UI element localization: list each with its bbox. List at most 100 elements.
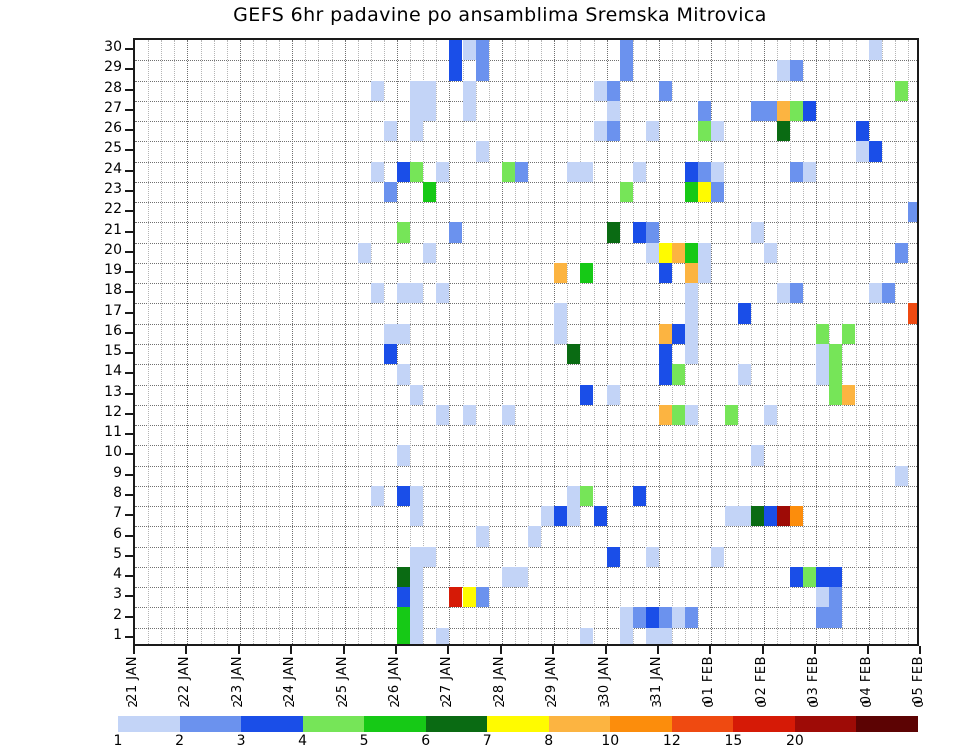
gridline-horizontal <box>135 506 917 508</box>
x-tick-label: 01 FEB <box>701 656 717 705</box>
y-axis: 30 29 28 27 26 25 24 23 22 21 20 19 18 17 16 15 14 13 12 11… <box>0 0 133 742</box>
y-tick-mark <box>125 635 133 638</box>
gridline-vertical <box>357 40 359 644</box>
heatmap-cell <box>672 242 686 263</box>
heatmap-cell <box>475 141 489 162</box>
heatmap-cell <box>868 283 882 304</box>
heatmap-cell <box>855 121 869 142</box>
x-tick-label: 28 JAN <box>491 656 507 702</box>
colorbar-upper-tick-label: 2 <box>440 700 455 708</box>
gridline-vertical <box>475 40 477 644</box>
heatmap-cell <box>397 364 411 385</box>
heatmap-cell <box>816 607 830 628</box>
heatmap-cell <box>737 364 751 385</box>
y-tick-label: 10 <box>104 444 122 461</box>
gridline-vertical <box>436 40 438 644</box>
heatmap-cell <box>370 80 384 101</box>
y-tick-mark <box>125 433 133 436</box>
colorbar-tick-label: 5 <box>359 733 369 749</box>
heatmap-cell <box>829 384 843 405</box>
gridline-vertical <box>698 40 700 644</box>
heatmap-cell <box>659 607 673 628</box>
gridline-vertical <box>279 40 281 644</box>
heatmap-cell <box>449 222 463 243</box>
heatmap-cell <box>894 80 908 101</box>
gridline-horizontal <box>135 364 917 366</box>
y-tick-mark <box>125 311 133 314</box>
heatmap-cell <box>724 404 738 426</box>
heatmap-cell <box>645 627 659 644</box>
y-tick-label: 11 <box>104 424 122 441</box>
gridline-vertical <box>868 40 870 644</box>
heatmap-cell <box>659 627 673 644</box>
heatmap-cell <box>842 323 856 344</box>
gridline-vertical <box>881 40 883 644</box>
heatmap-cell <box>462 40 476 61</box>
heatmap-cell <box>750 445 764 466</box>
y-tick-mark <box>125 48 133 51</box>
y-tick-label: 23 <box>104 181 122 197</box>
heatmap-cell <box>410 485 424 507</box>
heatmap-cell <box>514 566 528 588</box>
heatmap-cell <box>659 80 673 101</box>
heatmap-cell <box>685 262 699 284</box>
gridline-horizontal <box>135 60 917 62</box>
gridline-vertical <box>541 40 543 644</box>
colorbar-upper-tick-label: 0 <box>702 700 717 708</box>
gridline-horizontal <box>135 587 917 589</box>
y-tick-mark <box>125 291 133 294</box>
heatmap-cell <box>370 283 384 304</box>
heatmap-cell <box>606 222 620 243</box>
heatmap-cell <box>567 344 581 365</box>
gridline-vertical <box>763 40 765 644</box>
y-tick-mark <box>125 230 133 233</box>
gridline-vertical <box>305 40 307 644</box>
gridline-vertical <box>580 40 582 644</box>
y-tick-mark <box>125 331 133 334</box>
y-tick-label: 28 <box>104 79 122 96</box>
heatmap-cell <box>632 161 646 182</box>
heatmap-cell <box>829 566 843 588</box>
gridline-horizontal <box>135 526 917 528</box>
y-tick-mark <box>125 190 133 192</box>
y-tick-label: 6 <box>113 525 122 542</box>
heatmap-cell <box>475 40 489 61</box>
heatmap-cell <box>410 121 424 142</box>
heatmap-cell <box>645 607 659 628</box>
gridline-vertical <box>488 40 490 644</box>
heatmap-cell <box>672 364 686 385</box>
colorbar-tick-label: 7 <box>482 733 492 749</box>
heatmap-cell <box>829 344 843 365</box>
heatmap-cell <box>907 303 917 324</box>
heatmap-cell <box>606 80 620 101</box>
heatmap-cell <box>462 100 476 122</box>
heatmap-cell <box>750 506 764 527</box>
heatmap-cell <box>763 404 777 426</box>
y-tick-mark <box>125 575 133 578</box>
y-tick-label: 16 <box>104 322 122 339</box>
heatmap-cell <box>698 121 712 142</box>
x-tick-label: 25 JAN <box>334 656 350 702</box>
gridline-vertical <box>593 40 595 644</box>
heatmap-cell <box>685 283 699 304</box>
heatmap-cell <box>410 161 424 182</box>
x-tick-mark <box>237 646 240 654</box>
colorbar-segment <box>548 716 611 732</box>
y-tick-label: 4 <box>113 566 122 583</box>
gridline-vertical <box>829 40 831 644</box>
heatmap-cell <box>580 384 594 405</box>
colorbar-upper-tick-label: 0 <box>754 700 769 708</box>
x-tick-label: 03 FEB <box>806 656 822 705</box>
gridline-vertical <box>619 40 621 644</box>
heatmap-cell <box>698 161 712 182</box>
heatmap-cell <box>410 607 424 628</box>
colorbar-upper-ticks: 2 2 2 2 2 2 2 2 2 3 3 0 0 0 0 0 <box>0 700 960 716</box>
y-tick-label: 5 <box>113 545 122 562</box>
y-tick-label: 7 <box>113 505 122 522</box>
heatmap-cell <box>397 445 411 466</box>
heatmap-cell <box>894 242 908 263</box>
heatmap-cell <box>659 364 673 385</box>
gridline-horizontal <box>135 445 917 447</box>
colorbar-segment <box>671 716 734 732</box>
y-tick-mark <box>125 392 133 395</box>
